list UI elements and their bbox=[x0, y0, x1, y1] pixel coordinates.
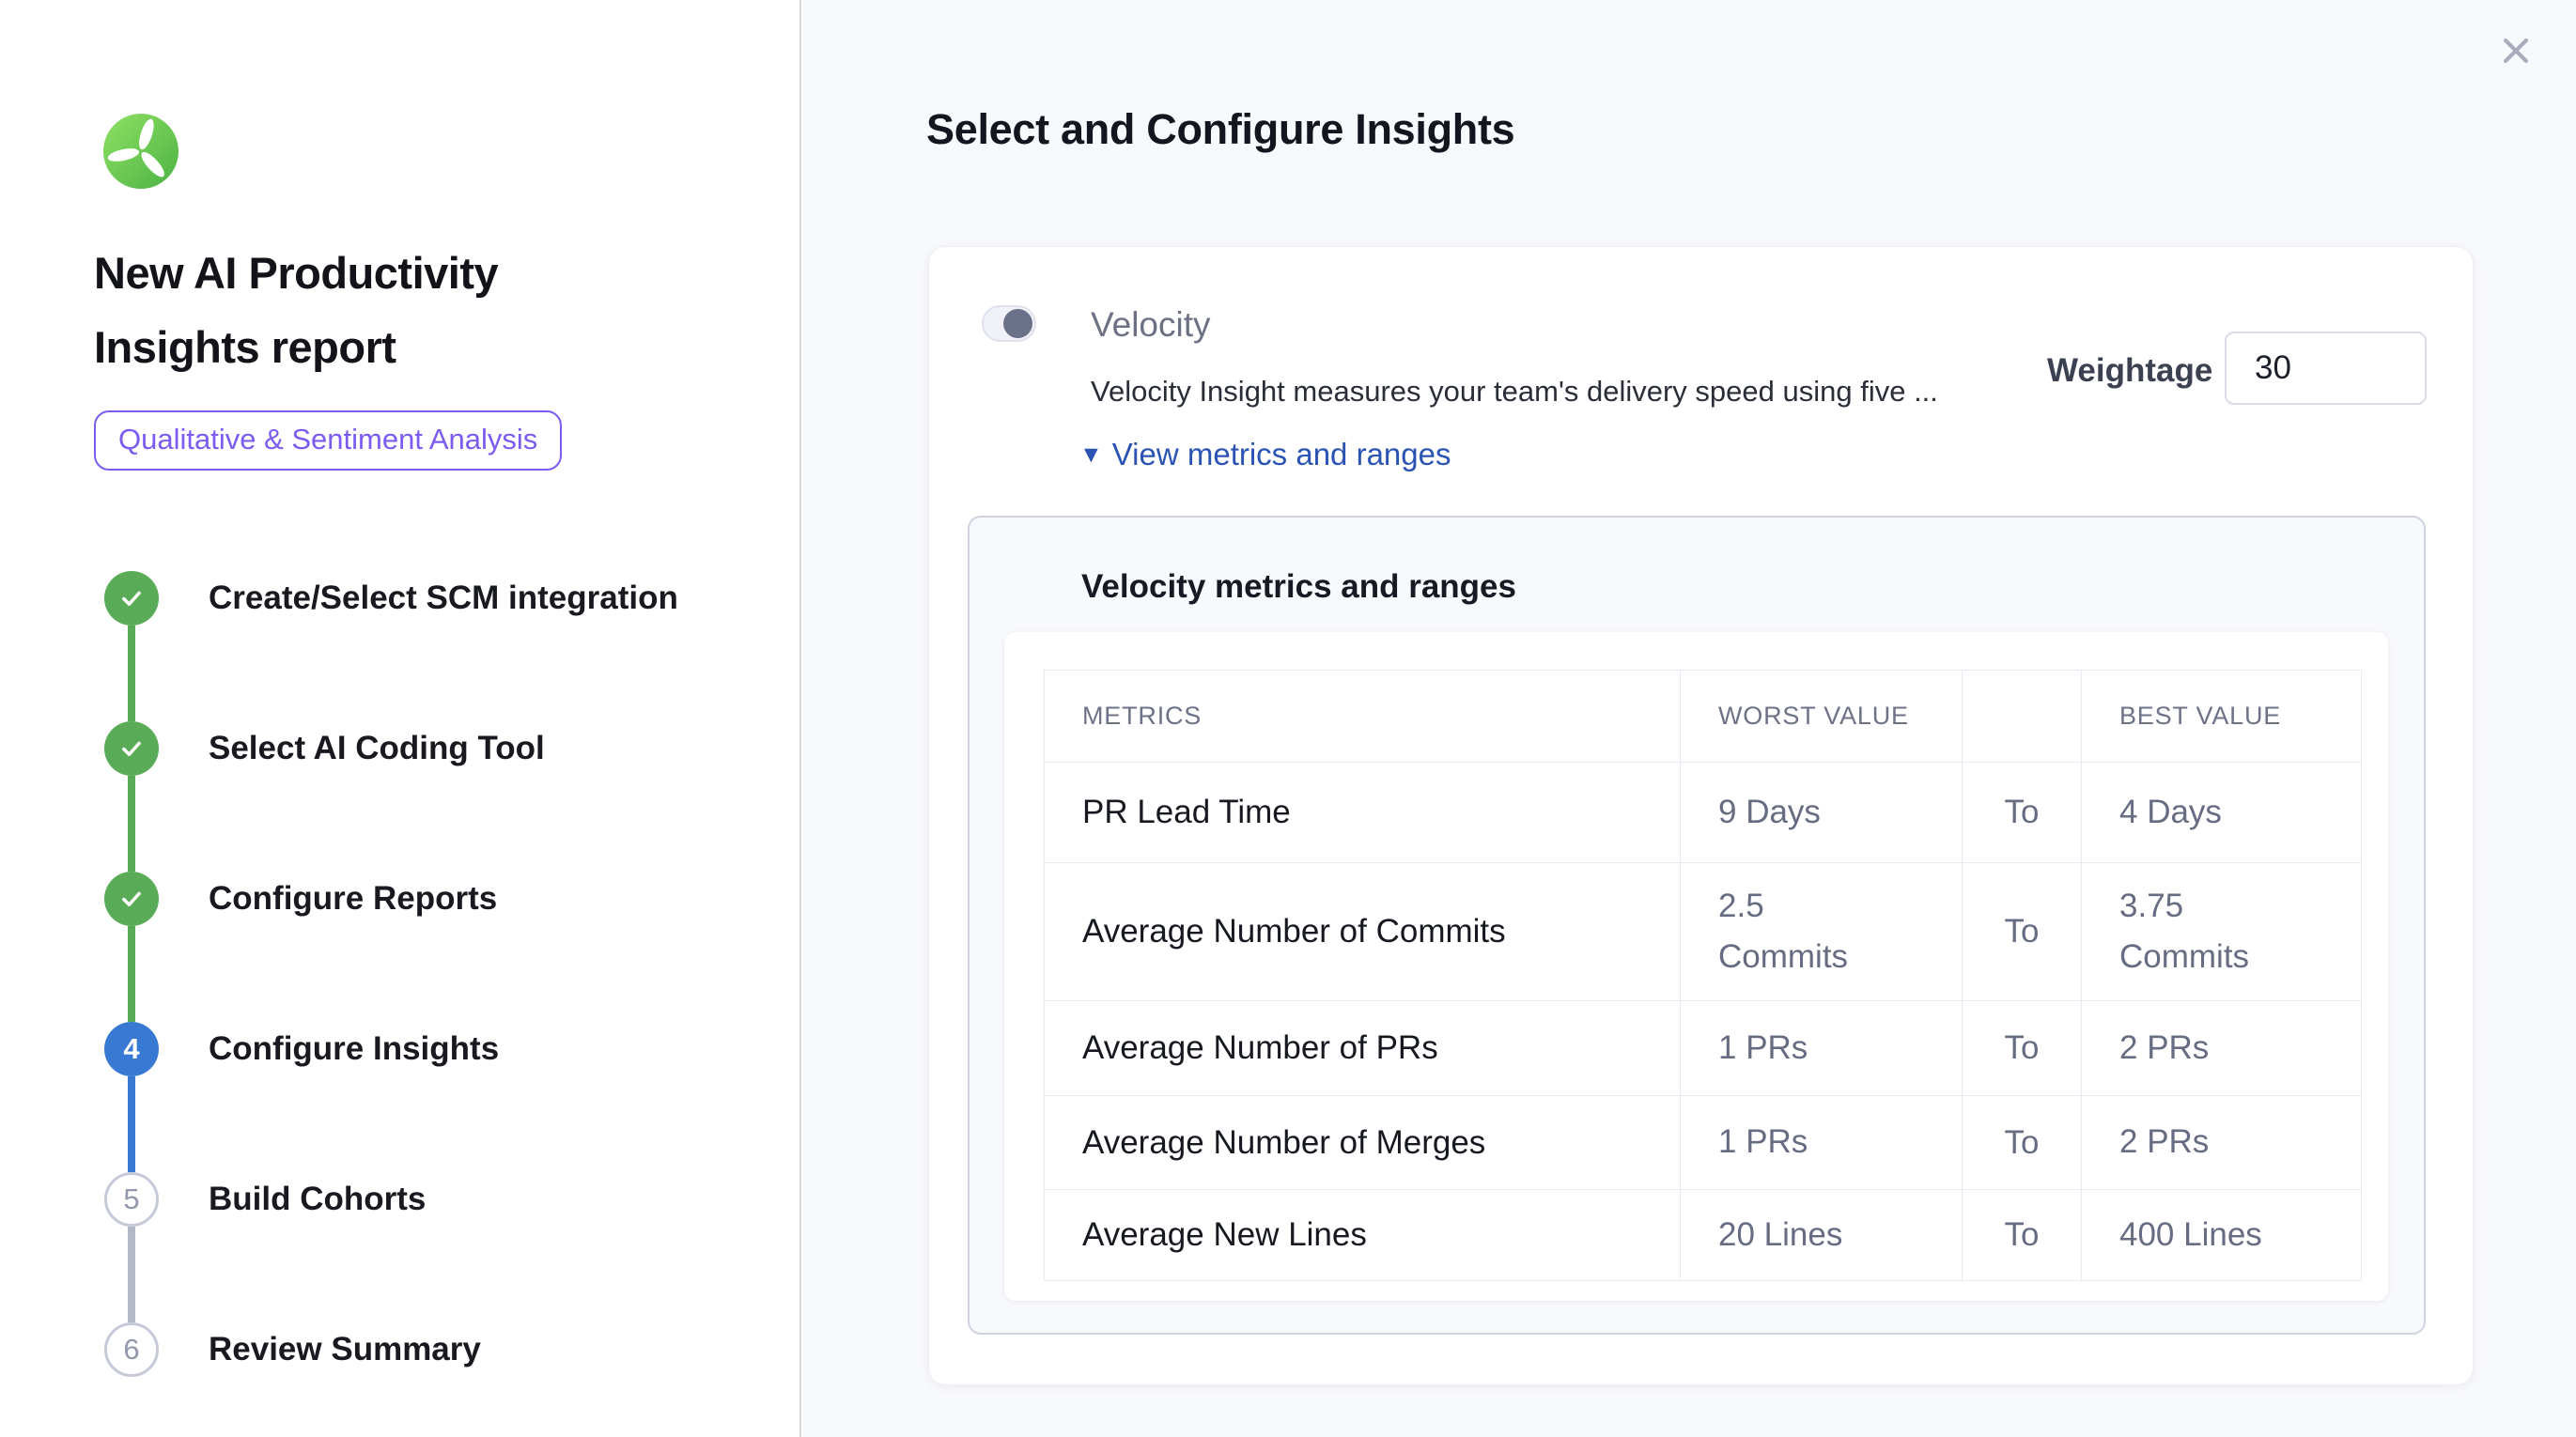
col-header-best-value: BEST VALUE bbox=[2082, 671, 2362, 763]
table-row-worst: 2.5 Commits bbox=[1681, 863, 1963, 1001]
check-icon bbox=[122, 591, 141, 606]
step-done-circle bbox=[104, 872, 159, 926]
step-connector bbox=[128, 1076, 135, 1172]
table-row-metric: Average Number of Merges bbox=[1045, 1096, 1681, 1190]
wizard-sidebar: New AI Productivity Insights report Qual… bbox=[0, 0, 801, 1437]
step-item-configure-reports[interactable]: Configure Reports bbox=[104, 872, 497, 926]
view-metrics-link[interactable]: ▼ View metrics and ranges bbox=[1079, 437, 1451, 472]
triangle-down-icon: ▼ bbox=[1079, 440, 1103, 468]
step-connector bbox=[128, 776, 135, 872]
step-todo-circle: 6 bbox=[104, 1322, 159, 1377]
table-row-metric: Average Number of PRs bbox=[1045, 1001, 1681, 1096]
step-label: Configure Insights bbox=[209, 1030, 500, 1067]
step-item-review-summary[interactable]: 6 Review Summary bbox=[104, 1322, 481, 1377]
step-label: Review Summary bbox=[209, 1331, 481, 1367]
table-row-to: To bbox=[1963, 1190, 2082, 1281]
step-todo-circle: 5 bbox=[104, 1172, 159, 1227]
app-logo-icon bbox=[103, 114, 178, 189]
check-icon bbox=[122, 891, 141, 906]
table-row-worst: 9 Days bbox=[1681, 763, 1963, 863]
table-row-to: To bbox=[1963, 1096, 2082, 1190]
table-row-best: 400 Lines bbox=[2082, 1190, 2362, 1281]
weightage-label: Weightage bbox=[2047, 352, 2213, 389]
col-header-spacer bbox=[1963, 671, 2082, 763]
insight-name: Velocity bbox=[1091, 305, 1211, 344]
insights-config-panel: Select and Configure Insights Velocity V… bbox=[803, 0, 2576, 1437]
velocity-insight-card: Velocity Velocity Insight measures your … bbox=[928, 246, 2474, 1385]
step-done-circle bbox=[104, 721, 159, 776]
insight-description: Velocity Insight measures your team's de… bbox=[1091, 375, 1938, 408]
table-row-metric: Average Number of Commits bbox=[1045, 863, 1681, 1001]
metrics-table-card: METRICS WORST VALUE BEST VALUE PR Lead T… bbox=[1004, 632, 2388, 1301]
subpanel-title: Velocity metrics and ranges bbox=[1081, 568, 1516, 605]
table-row-worst: 1 PRs bbox=[1681, 1001, 1963, 1096]
step-item-select-ai-coding-tool[interactable]: Select AI Coding Tool bbox=[104, 721, 545, 776]
step-connector bbox=[128, 626, 135, 721]
close-button[interactable] bbox=[2493, 28, 2538, 73]
col-header-metrics: METRICS bbox=[1045, 671, 1681, 763]
table-row-to: To bbox=[1963, 763, 2082, 863]
table-row-best: 2 PRs bbox=[2082, 1096, 2362, 1190]
table-row-best: 3.75 Commits bbox=[2082, 863, 2362, 1001]
step-active-circle: 4 bbox=[104, 1022, 159, 1076]
table-row-metric: PR Lead Time bbox=[1045, 763, 1681, 863]
report-title: New AI Productivity Insights report bbox=[94, 248, 499, 372]
view-metrics-link-label: View metrics and ranges bbox=[1111, 437, 1451, 471]
step-label: Create/Select SCM integration bbox=[209, 579, 678, 616]
step-label: Configure Reports bbox=[209, 880, 498, 917]
report-type-badge: Qualitative & Sentiment Analysis bbox=[94, 410, 563, 471]
table-row-worst: 20 Lines bbox=[1681, 1190, 1963, 1281]
step-item-create-select-scm-integration[interactable]: Create/Select SCM integration bbox=[104, 571, 678, 626]
step-done-circle bbox=[104, 571, 159, 626]
weightage-input[interactable] bbox=[2225, 332, 2427, 405]
step-item-build-cohorts[interactable]: 5 Build Cohorts bbox=[104, 1172, 426, 1227]
velocity-toggle[interactable] bbox=[982, 305, 1036, 342]
step-connector bbox=[128, 926, 135, 1022]
table-row-best: 4 Days bbox=[2082, 763, 2362, 863]
table-row-to: To bbox=[1963, 1001, 2082, 1096]
step-label: Build Cohorts bbox=[209, 1181, 427, 1217]
table-row-best: 2 PRs bbox=[2082, 1001, 2362, 1096]
step-label: Select AI Coding Tool bbox=[209, 730, 545, 766]
panel-title: Select and Configure Insights bbox=[926, 105, 1515, 153]
step-connector bbox=[128, 1227, 135, 1322]
table-row-worst: 1 PRs bbox=[1681, 1096, 1963, 1190]
metrics-table: METRICS WORST VALUE BEST VALUE PR Lead T… bbox=[1044, 670, 2362, 1281]
check-icon bbox=[122, 741, 141, 756]
col-header-worst-value: WORST VALUE bbox=[1681, 671, 1963, 763]
step-item-configure-insights[interactable]: 4 Configure Insights bbox=[104, 1022, 499, 1076]
metrics-ranges-subpanel: Velocity metrics and ranges METRICS WORS… bbox=[968, 516, 2426, 1335]
table-row-to: To bbox=[1963, 863, 2082, 1001]
close-icon bbox=[2504, 39, 2528, 63]
toggle-knob bbox=[1003, 309, 1032, 338]
table-row-metric: Average New Lines bbox=[1045, 1190, 1681, 1281]
